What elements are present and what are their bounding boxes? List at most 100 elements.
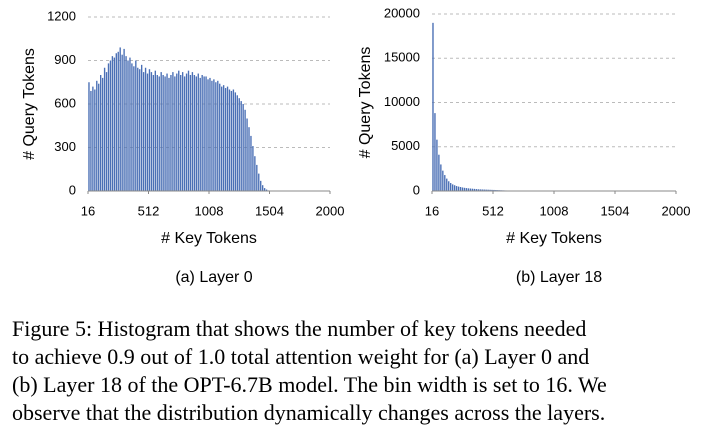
y-tick-label: 1200 (47, 8, 76, 23)
bar (444, 175, 446, 191)
bar (139, 69, 141, 191)
bar (217, 80, 219, 191)
bar (230, 90, 233, 191)
bar (487, 189, 489, 191)
bar (133, 66, 135, 191)
y-axis-title: # Query Tokens (21, 48, 38, 160)
bar (242, 104, 244, 191)
x-tick-label: 512 (138, 203, 160, 218)
y-axis-title: # Query Tokens (357, 47, 374, 159)
bar (263, 188, 266, 191)
bar (172, 72, 174, 191)
bar (150, 72, 153, 191)
bar (261, 185, 264, 191)
bar (211, 80, 213, 191)
bar (154, 70, 157, 191)
bar (105, 72, 108, 191)
bar (191, 72, 194, 191)
bar (471, 188, 474, 191)
x-tick-label: 2000 (662, 203, 691, 218)
bar (96, 80, 98, 191)
bar (142, 72, 145, 191)
bar (209, 77, 211, 191)
bar (181, 72, 184, 191)
bar (453, 185, 456, 191)
bar (129, 57, 131, 191)
bar (442, 170, 444, 191)
x-tick-label: 2000 (316, 203, 345, 218)
bar (473, 188, 475, 191)
bar (131, 63, 133, 191)
bar (107, 63, 110, 191)
bar (197, 73, 199, 191)
bar (176, 73, 178, 191)
bar (187, 70, 190, 191)
bar (203, 76, 205, 191)
bar (94, 89, 96, 191)
y-tick-label: 0 (413, 182, 420, 197)
bar (260, 180, 262, 191)
bar (207, 79, 209, 191)
bar (178, 70, 180, 191)
bar (199, 77, 201, 191)
bar (123, 48, 125, 192)
bar (461, 187, 464, 191)
y-tick-label: 900 (54, 52, 76, 67)
bar (100, 75, 102, 191)
bar (193, 75, 196, 191)
bar (232, 89, 235, 191)
bar (195, 76, 197, 191)
bar (137, 67, 139, 191)
y-tick-label: 300 (54, 139, 76, 154)
bar (103, 67, 106, 191)
bar (477, 189, 479, 191)
bar (185, 73, 188, 191)
bar (489, 189, 491, 191)
bar (92, 86, 94, 191)
bar (219, 83, 221, 191)
y-tick-label: 10000 (384, 94, 420, 109)
x-axis-title: # Key Tokens (161, 230, 257, 247)
bar (457, 186, 460, 191)
bar (156, 75, 158, 191)
bar (121, 54, 123, 192)
bar (152, 75, 155, 191)
bar (158, 76, 160, 191)
x-tick-label: 1504 (255, 203, 284, 218)
bar (189, 75, 192, 191)
bar (450, 183, 452, 191)
x-tick-label: 1504 (601, 203, 630, 218)
bar (146, 73, 149, 191)
bar (166, 73, 168, 191)
bar (479, 189, 481, 191)
bar (201, 75, 203, 191)
bar (183, 76, 186, 191)
bar (109, 60, 112, 191)
bar (238, 98, 240, 191)
bar (265, 189, 268, 191)
bar (432, 22, 434, 191)
bar (436, 139, 438, 191)
bar (168, 77, 170, 191)
caption-line: observe that the distribution dynamicall… (12, 400, 605, 425)
bar (135, 60, 137, 191)
bar (467, 188, 470, 191)
bar (221, 86, 223, 191)
bar (455, 186, 458, 191)
chart-label: (a) Layer 0 (175, 269, 252, 286)
bar (440, 164, 442, 191)
x-tick-label: 1008 (195, 203, 224, 218)
bar (448, 181, 450, 191)
bar (485, 189, 487, 191)
bar (170, 75, 172, 191)
bar (469, 188, 472, 191)
bar (258, 173, 260, 191)
bar (140, 64, 143, 191)
bar (174, 76, 176, 191)
bar (224, 88, 227, 191)
bar (180, 75, 182, 191)
bar (226, 86, 229, 191)
caption-line: Figure 5: Histogram that shows the numbe… (12, 316, 586, 341)
bar (252, 146, 254, 191)
